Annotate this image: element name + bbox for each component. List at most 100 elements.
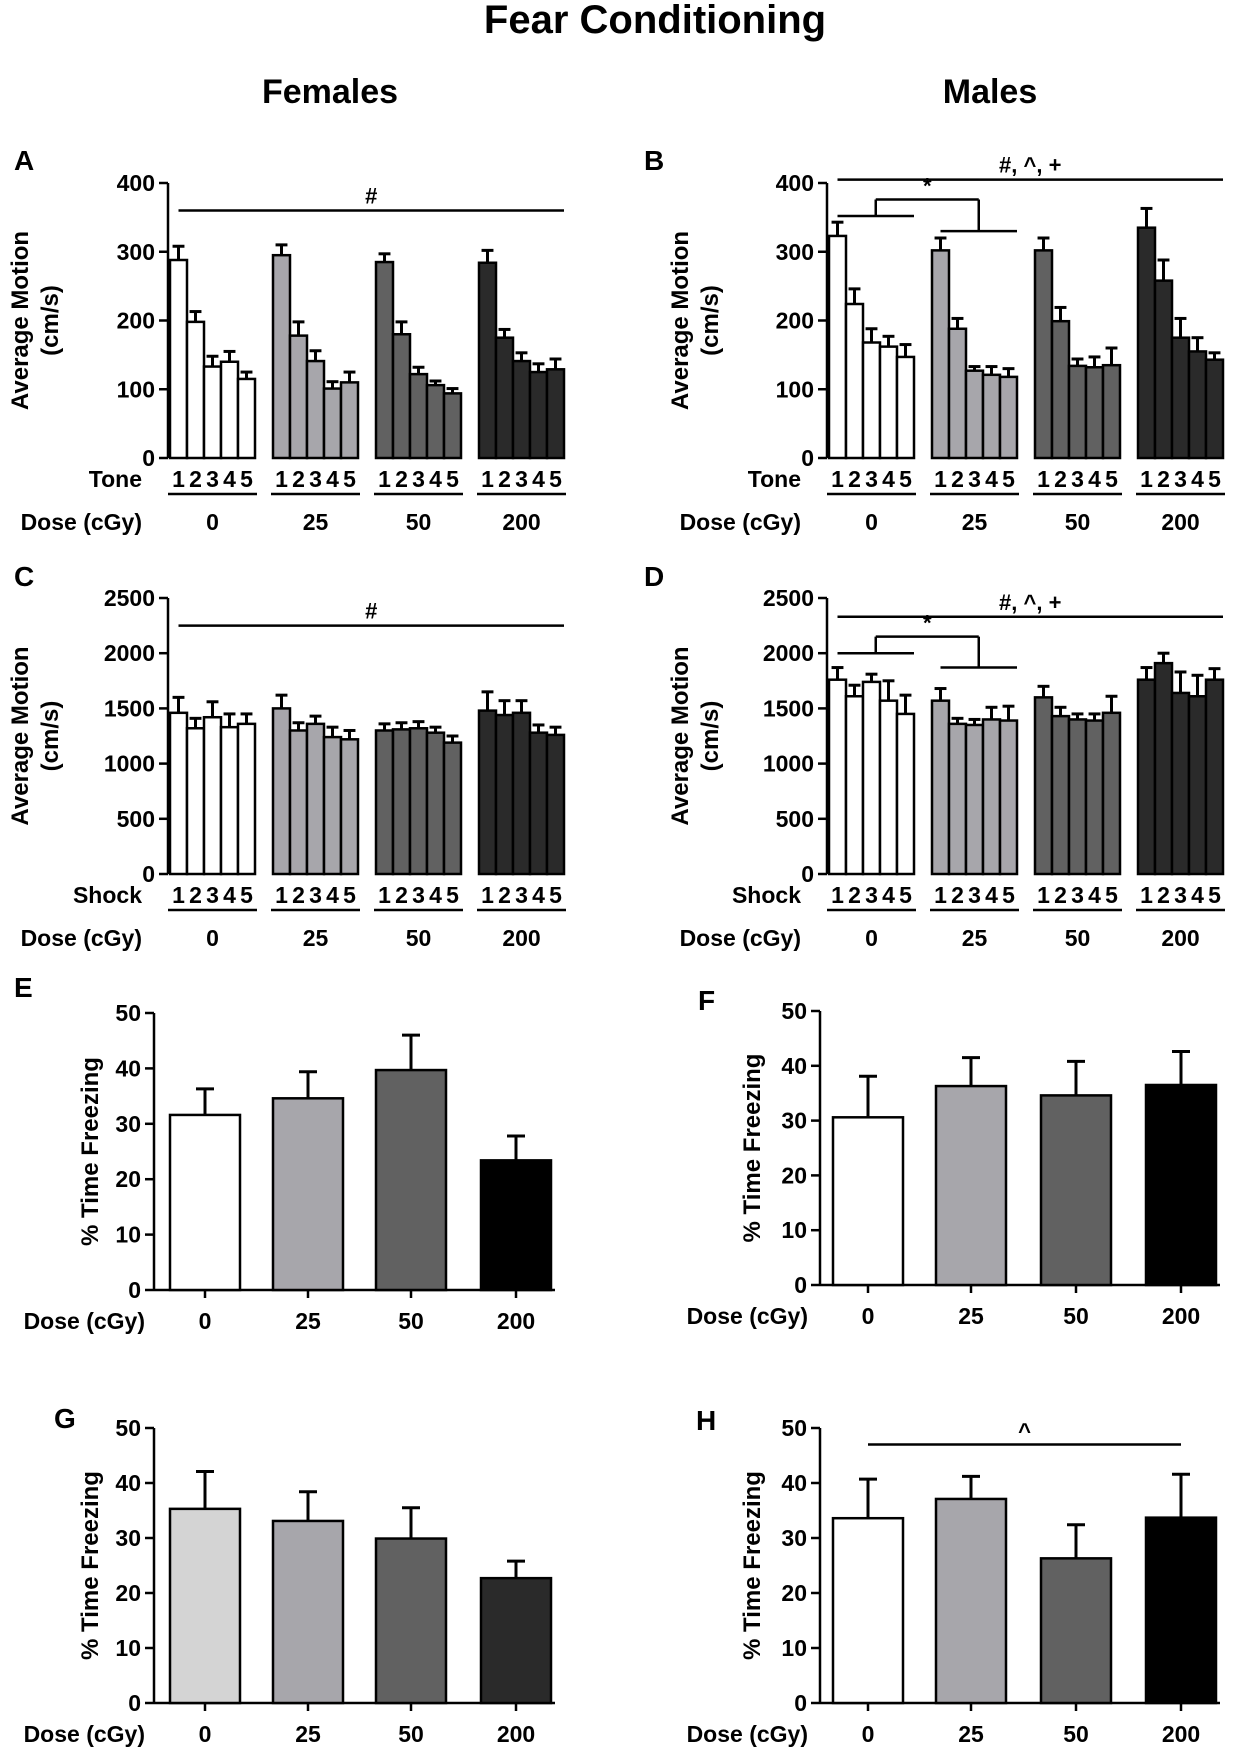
y-axis-label-line-1: Average Motion — [667, 231, 694, 410]
bar-error-bar — [395, 320, 408, 335]
bar-dose-200 — [479, 1576, 553, 1705]
bar — [981, 718, 1002, 876]
bar-error-bar — [1071, 357, 1084, 366]
panel-letter: D — [644, 561, 664, 592]
trial-tick-label: 5 — [446, 882, 459, 908]
y-tick-label: 0 — [794, 1690, 807, 1716]
bar-error-bar — [1105, 694, 1118, 713]
significance-label: # — [365, 184, 377, 209]
trial-tick-label: 5 — [1105, 466, 1118, 492]
y-tick-label: 20 — [115, 1580, 141, 1606]
x-tick-label: 25 — [295, 1308, 321, 1334]
trial-tick-label: 4 — [532, 466, 545, 492]
trial-tick-label: 4 — [882, 882, 895, 908]
trial-tick-label: 5 — [1002, 466, 1015, 492]
dose-tick-label: 0 — [206, 509, 219, 535]
trial-tick-label: 4 — [1191, 466, 1204, 492]
trial-tick-label: 2 — [1157, 466, 1170, 492]
bar — [391, 728, 412, 876]
trial-tick-label: 2 — [189, 466, 202, 492]
x-tick-label: 50 — [398, 1721, 424, 1747]
panel-letter: H — [696, 1405, 716, 1436]
y-tick-label: 10 — [115, 1635, 141, 1661]
bar-error-bar — [206, 354, 219, 367]
significance-annotation: # — [178, 184, 564, 212]
bar-error-bar — [223, 712, 236, 728]
bar-group-dose-25: 1 2 3 4 5 25 — [271, 693, 360, 951]
trial-tick-label: 4 — [223, 466, 236, 492]
trial-tick-label: 1 — [378, 882, 391, 908]
bar-error-bar — [412, 365, 425, 375]
x-axis-label: Dose (cGy) — [687, 1303, 808, 1329]
panel-letter: A — [14, 145, 34, 176]
x-tick-label: 50 — [1063, 1721, 1089, 1747]
bar-error-bar — [498, 327, 511, 338]
trial-tick-label: 3 — [865, 882, 878, 908]
bar — [1101, 363, 1122, 460]
bar-error-bar — [968, 365, 981, 371]
trial-tick-label: 1 — [172, 466, 185, 492]
trial-tick-label: 2 — [498, 466, 511, 492]
bar — [494, 336, 515, 460]
trial-tick-label: 3 — [1071, 882, 1084, 908]
x-tick-label: 200 — [1162, 1303, 1200, 1329]
bar — [202, 365, 223, 460]
bar-error-bar — [240, 712, 253, 724]
bar — [1187, 695, 1208, 876]
bar-group-dose-50: 1 2 3 4 5 50 — [374, 252, 463, 535]
trial-tick-label: 3 — [206, 882, 219, 908]
trial-tick-label: 4 — [1088, 466, 1101, 492]
significance-label: #, ^, + — [999, 590, 1061, 615]
trial-tick-label: 2 — [292, 466, 305, 492]
bar-group-dose-25: 1 2 3 4 5 25 — [930, 236, 1019, 535]
bar — [339, 381, 360, 460]
bar — [511, 711, 532, 876]
bar — [442, 392, 463, 460]
bar-dose-0-error-bar — [196, 1469, 214, 1509]
bar-group-dose-200: 1 2 3 4 5 200 — [1136, 651, 1225, 951]
bar — [1033, 249, 1054, 460]
trial-tick-label: 3 — [309, 882, 322, 908]
bar — [1170, 336, 1191, 460]
y-axis-label: % Time Freezing — [739, 1054, 766, 1243]
y-tick-label: 40 — [115, 1470, 141, 1496]
trial-tick-label: 1 — [1037, 466, 1050, 492]
bar-group-dose-200: 1 2 3 4 5 200 — [477, 248, 566, 535]
trial-tick-label: 5 — [899, 882, 912, 908]
panel-g: G 0 10 20 30 40 50 % Time Freezing 0 25 50 200 Dose … — [24, 1403, 555, 1747]
trial-tick-label: 4 — [326, 466, 339, 492]
column-title-females: Females — [262, 73, 398, 111]
bar — [947, 327, 968, 460]
significance-annotation: ^ — [868, 1419, 1181, 1446]
bar — [425, 731, 446, 876]
bar-error-bar — [1037, 236, 1050, 251]
bar-error-bar — [481, 248, 494, 263]
y-tick-label: 30 — [781, 1108, 807, 1134]
bar-error-bar — [1105, 346, 1118, 366]
trial-tick-label: 1 — [481, 466, 494, 492]
bar-error-bar — [1208, 667, 1221, 680]
bar-error-bar — [1174, 670, 1187, 693]
panel-letter: E — [14, 972, 33, 1003]
bar-error-bar — [848, 683, 861, 697]
bar-error-bar — [549, 725, 562, 735]
dose-tick-label: 0 — [206, 925, 219, 951]
bar — [477, 261, 498, 460]
y-tick-label: 30 — [115, 1111, 141, 1137]
bar-error-bar — [951, 316, 964, 329]
significance-label: # — [365, 599, 377, 624]
bar-error-bar — [1208, 351, 1221, 360]
bar — [185, 727, 206, 876]
bar-error-bar — [515, 351, 528, 362]
bar-error-bar — [1191, 336, 1204, 352]
trial-tick-label: 4 — [985, 466, 998, 492]
dose-axis-label: Dose (cGy) — [21, 509, 142, 535]
bar-error-bar — [189, 310, 202, 322]
y-tick-label: 2500 — [104, 585, 155, 611]
bar-dose-50 — [374, 1068, 448, 1292]
bar — [947, 722, 968, 876]
bar — [391, 333, 412, 460]
bar — [236, 722, 257, 876]
